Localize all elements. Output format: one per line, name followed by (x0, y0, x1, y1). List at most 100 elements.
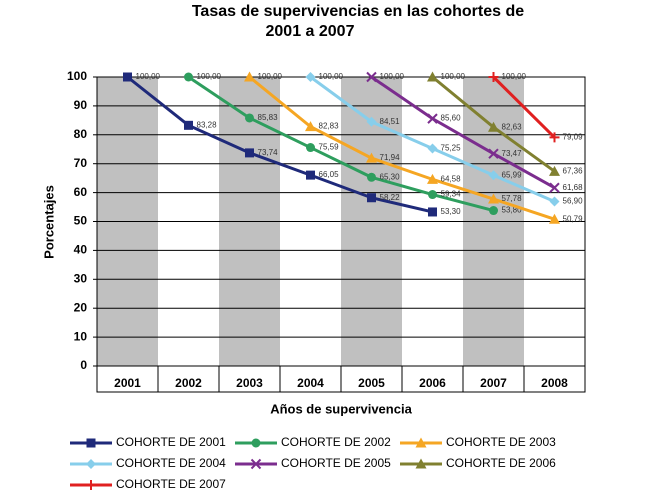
point (427, 143, 438, 154)
point (251, 438, 261, 448)
y-tick-label: 40 (74, 243, 88, 257)
point (427, 113, 438, 124)
series-line (126, 75, 433, 214)
series: 100,00 85,83 75,59 65,30 59,34 53,80 (184, 72, 522, 216)
value-label: 75,59 (319, 143, 340, 152)
series: 100,00 85,60 73,47 61,68 (366, 71, 584, 193)
point (305, 72, 316, 82)
point (184, 72, 193, 82)
series-line (187, 75, 494, 212)
point (415, 437, 427, 448)
series: 100,00 84,51 75,25 65,99 56,90 (305, 72, 584, 207)
y-tick-label: 20 (74, 300, 88, 314)
series-line (370, 75, 556, 190)
x-tick-label: 2002 (175, 376, 202, 390)
value-label: 100,00 (136, 72, 161, 81)
point (489, 206, 498, 216)
point (123, 72, 132, 82)
point (367, 172, 376, 182)
value-label: 58,22 (380, 193, 401, 202)
legend-label: COHORTE DE 2002 (281, 435, 391, 449)
point (488, 121, 499, 132)
point (184, 120, 193, 130)
value-label: 59,34 (441, 190, 462, 199)
value-label: 65,99 (502, 170, 523, 179)
x-tick-label: 2003 (236, 376, 263, 390)
value-label: 85,83 (258, 113, 279, 122)
point (305, 121, 316, 132)
point (366, 152, 377, 163)
legend-label: COHORTE DE 2007 (116, 477, 226, 491)
point (488, 148, 499, 159)
point (245, 113, 254, 123)
value-label: 100,00 (319, 72, 344, 81)
value-label: 75,25 (441, 144, 462, 153)
chart-title: 2001 a 2007 (266, 23, 355, 40)
value-label: 64,58 (441, 174, 462, 183)
point (549, 132, 560, 143)
value-label: 84,51 (380, 117, 401, 126)
x-tick-label: 2007 (480, 376, 507, 390)
y-tick-label: 0 (80, 358, 87, 372)
x-tick-label: 2008 (541, 376, 568, 390)
point (488, 193, 499, 204)
point (549, 182, 560, 193)
point (415, 458, 427, 469)
x-tick-label: 2001 (114, 376, 141, 390)
x-tick-label: 2006 (419, 376, 446, 390)
value-label: 73,74 (258, 148, 279, 157)
value-label: 71,94 (380, 153, 401, 162)
point (244, 71, 255, 82)
series-line (248, 75, 555, 221)
point (549, 165, 560, 176)
series: 100,00 82,83 71,94 64,58 57,78 50,79 (244, 71, 584, 224)
y-tick-label: 50 (74, 214, 88, 228)
legend-label: COHORTE DE 2001 (116, 435, 226, 449)
series: 100,00 79,09 (488, 72, 584, 143)
point (245, 148, 254, 158)
point (366, 71, 377, 83)
y-tick-label: 70 (74, 156, 88, 170)
x-tick-label: 2005 (358, 376, 385, 390)
chart-title: Tasas de supervivencias en las cohortes … (192, 3, 524, 20)
value-label: 79,09 (563, 133, 584, 142)
point (250, 458, 262, 470)
x-tick-label: 2004 (297, 376, 324, 390)
value-label: 56,90 (563, 197, 584, 206)
value-label: 57,78 (502, 194, 523, 203)
y-tick-label: 60 (74, 185, 88, 199)
value-label: 100,00 (441, 72, 466, 81)
value-label: 100,00 (380, 72, 405, 81)
point (427, 71, 438, 82)
y-tick-label: 100 (67, 69, 87, 83)
value-label: 73,47 (502, 149, 523, 158)
point (488, 72, 499, 82)
legend-label: COHORTE DE 2006 (446, 456, 556, 470)
series: 100,00 82,63 67,36 (427, 71, 584, 176)
value-label: 67,36 (563, 166, 584, 175)
y-axis-title: Porcentajes (41, 185, 56, 259)
series: 100,00 83,28 73,74 66,05 58,22 53,30 (123, 72, 461, 217)
point (428, 190, 437, 200)
legend-label: COHORTE DE 2005 (281, 456, 391, 470)
point (428, 207, 437, 217)
y-tick-label: 30 (74, 271, 88, 285)
legend-label: COHORTE DE 2004 (116, 456, 226, 470)
y-tick-label: 10 (74, 329, 88, 343)
point (427, 173, 438, 184)
point (306, 143, 315, 153)
value-label: 83,28 (197, 120, 218, 129)
value-label: 82,63 (502, 122, 523, 131)
point (86, 438, 96, 448)
value-label: 61,68 (563, 183, 584, 192)
series-line (492, 75, 556, 139)
value-label: 82,83 (319, 122, 340, 131)
value-label: 50,79 (563, 214, 584, 223)
point (367, 193, 376, 203)
point (488, 170, 499, 181)
value-label: 100,00 (197, 72, 222, 81)
point (549, 196, 560, 207)
point (86, 480, 96, 490)
point (86, 459, 96, 469)
